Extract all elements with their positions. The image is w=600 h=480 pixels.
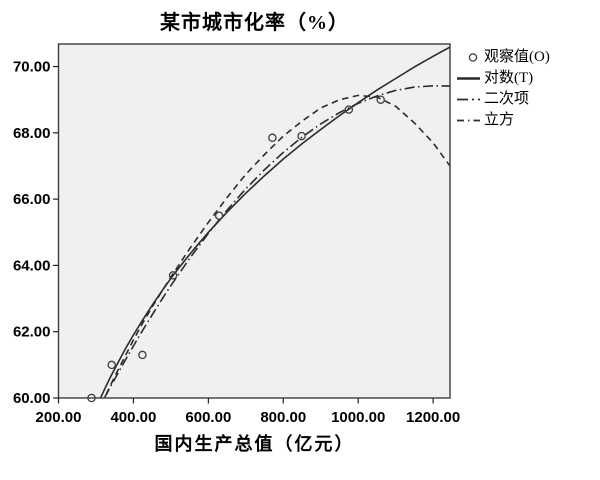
y-tick-label: 60.00 (13, 390, 51, 407)
x-tick-label: 600.00 (185, 409, 231, 426)
y-tick-label: 70.00 (13, 59, 51, 76)
curve-dash-dot (103, 84, 450, 398)
y-tick-label: 64.00 (13, 257, 51, 274)
legend-item-quadratic: 二次项 (456, 89, 598, 110)
y-tick-label: 68.00 (13, 125, 51, 142)
y-tick-label: 62.00 (13, 324, 51, 341)
x-axis-label: 国内生产总值（亿元） (154, 434, 355, 454)
chart-title: 某市城市化率（%） (160, 12, 349, 34)
x-tick-label: 1000.00 (331, 409, 385, 426)
observed-point (376, 95, 385, 104)
legend-label-observed: 观察值(O) (484, 49, 550, 65)
observed-point (297, 131, 306, 141)
legend: 观察值(O) 对数(T) 二次项 立方 (456, 47, 598, 131)
legend-label-cubic: 立方 (484, 112, 515, 128)
plot-background (58, 44, 450, 398)
legend-item-observed: 观察值(O) (456, 47, 598, 68)
observed-point (138, 350, 147, 360)
short-dash-dot-line-marker-icon (457, 119, 480, 122)
observed-point (168, 271, 178, 280)
open-circle-marker-icon (468, 53, 478, 62)
observed-point (107, 360, 116, 370)
legend-label-logarithmic: 对数(T) (484, 70, 534, 86)
x-tick-label: 1200.00 (406, 409, 460, 426)
x-tick-label: 400.00 (110, 409, 156, 426)
x-tick-label: 800.00 (260, 409, 306, 426)
curve-dash (103, 94, 450, 398)
observed-point (214, 211, 224, 220)
observed-point (87, 393, 96, 403)
legend-item-cubic: 立方 (456, 110, 598, 131)
plot-frame (57, 43, 451, 399)
x-tick-label: 200.00 (36, 409, 82, 426)
dash-dot-line-marker-icon (457, 98, 480, 101)
y-tick-label: 66.00 (13, 191, 51, 208)
observed-point (268, 133, 277, 143)
legend-item-logarithmic: 对数(T) (456, 68, 598, 89)
solid-line-marker-icon (457, 77, 480, 80)
legend-label-quadratic: 二次项 (484, 91, 530, 107)
observed-point (344, 105, 354, 114)
